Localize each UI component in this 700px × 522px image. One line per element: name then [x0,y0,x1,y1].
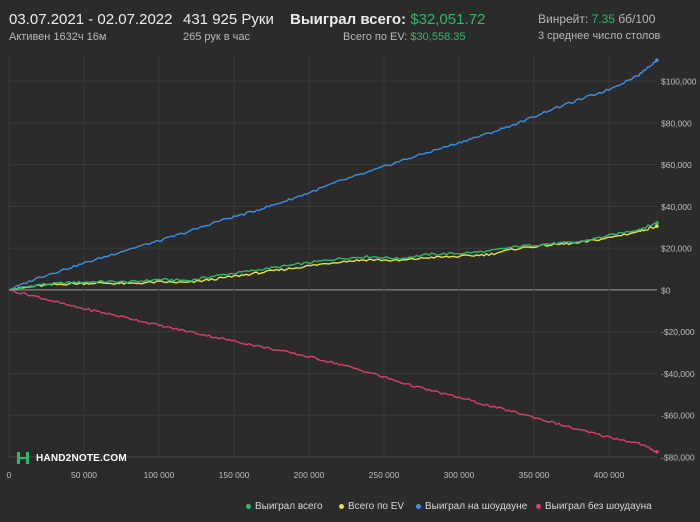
total-won-label: Выиграл всего: [290,11,407,28]
y-tick-label: $60,000 [661,160,692,170]
y-tick-label: -$20,000 [661,327,695,337]
y-tick-label: $40,000 [661,202,692,212]
hand2note-logo-icon [17,452,29,464]
total-ev-label: Всего по EV: [343,31,408,43]
x-tick-label: 400 000 [594,470,625,480]
avg-tables: 3 среднее число столов [538,30,661,42]
stats-header: 03.07.2021 - 02.07.2022 Активен 1632ч 16… [0,0,700,50]
winrate: Винрейт: 7.35 бб/100 [538,12,655,26]
series-end-point-non_showdown [655,449,659,454]
x-tick-label: 250 000 [369,470,400,480]
legend-dot-icon [246,503,251,509]
y-tick-label: $0 [661,285,671,295]
x-tick-label: 150 000 [219,470,250,480]
series-end-point-won_total [655,221,659,225]
y-tick-label: $100,000 [661,77,697,87]
chart-legend: Выиграл всего Всего по EV Выиграл на шоуда… [0,501,700,517]
x-tick-label: 100 000 [144,470,175,480]
legend-dot-icon [416,503,421,509]
legend-label: Выиграл всего [255,501,323,512]
legend-label: Выиграл на шоудауне [425,501,528,512]
winrate-unit: бб/100 [618,12,656,26]
legend-dot-icon [339,503,344,509]
x-tick-label: 300 000 [444,470,475,480]
x-tick-label: 50 000 [71,470,97,480]
y-tick-label: $80,000 [661,118,692,128]
hand2note-logo-text: HAND2NOTE.COM [36,452,127,464]
y-tick-label: -$40,000 [661,369,695,379]
legend-dot-icon [536,503,541,509]
winrate-label: Винрейт: [538,12,589,26]
legend-item[interactable]: Выиграл на шоудауне [416,501,527,512]
results-chart: -$80,000 -$60,000 -$40,000 -$20,000 $0 $20,00… [7,56,697,480]
y-tick-label: -$80,000 [661,453,695,463]
x-tick-label: 0 [7,470,12,480]
series-line-showdown [8,59,658,291]
series-end-point-showdown [655,58,659,62]
hands-count: 431 925 Руки [183,11,274,28]
graph-area: -$80,000 -$60,000 -$40,000 -$20,000 $0 $20,00… [0,50,700,522]
legend-item[interactable]: Выиграл без шоудауна [536,501,652,512]
x-tick-label: 200 000 [294,470,325,480]
legend-item[interactable]: Всего по EV [339,501,404,512]
series-line-won_total [8,222,658,291]
y-tick-label: $20,000 [661,244,692,254]
total-won-value: $32,051.72 [410,11,486,28]
total-ev-value: $30,558.35 [410,31,466,43]
winrate-value: 7.35 [591,12,615,26]
total-won: Выиграл всего: $32,051.72 [290,11,485,28]
hands-per-hour: 265 рук в час [183,31,251,43]
y-tick-label: -$60,000 [661,411,695,421]
legend-label: Выиграл без шоудауна [545,501,652,512]
series-end-point-ev_total [655,224,659,228]
series-line-non_showdown [8,289,658,453]
date-range[interactable]: 03.07.2021 - 02.07.2022 [9,11,173,28]
hand2note-logo: HAND2NOTE.COM [16,450,127,466]
series-line-ev_total [8,225,658,291]
legend-label: Всего по EV [348,501,405,512]
active-time: Активен 1632ч 16м [9,31,107,43]
legend-item[interactable]: Выиграл всего [246,501,323,512]
x-tick-label: 350 000 [519,470,550,480]
total-ev: Всего по EV: $30,558.35 [343,31,465,43]
